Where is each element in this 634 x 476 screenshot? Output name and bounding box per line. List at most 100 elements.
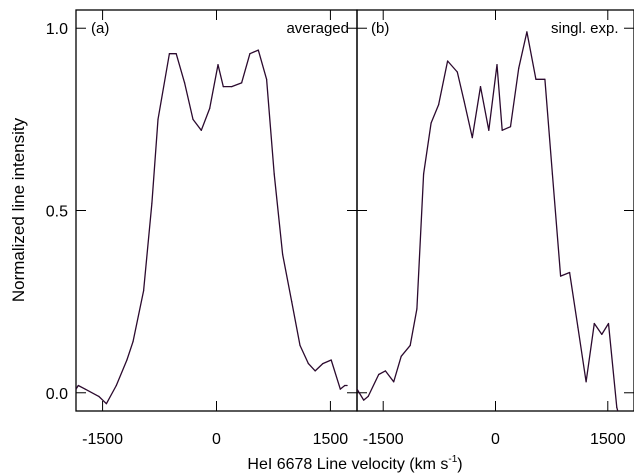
data-point-b-15	[471, 137, 473, 139]
data-point-a-7	[132, 341, 134, 343]
data-point-b-12	[447, 60, 449, 62]
data-point-a-16	[209, 107, 211, 109]
data-point-a-15	[200, 129, 202, 131]
data-point-a-14	[192, 118, 194, 120]
data-point-b-24	[544, 78, 546, 80]
y-axis-title: Normalized line intensity	[9, 117, 28, 302]
panel-single-exposure: (b) singl. exp. -1500 0 1500	[356, 9, 634, 448]
data-point-b-29	[585, 381, 587, 383]
data-point-a-9	[151, 202, 153, 204]
data-point-a-10	[157, 118, 159, 120]
y-tick-label-0: 0.0	[46, 386, 68, 403]
data-point-a-13	[184, 82, 186, 84]
data-point-b-0	[357, 388, 358, 390]
data-point-b-8	[416, 308, 418, 310]
data-point-b-32	[607, 322, 610, 325]
data-point-b-3	[378, 373, 380, 376]
data-point-b-25	[551, 173, 554, 175]
data-point-a-5	[115, 384, 117, 387]
data-point-b-9	[423, 173, 425, 175]
series-line-a	[76, 49, 348, 405]
data-point-b-13	[456, 71, 458, 73]
x-axis-title-main: HeI 6678 Line velocity (km s	[247, 456, 448, 473]
data-point-a-18	[222, 86, 224, 88]
x-tick-label-b-1: 0	[491, 431, 500, 448]
data-point-b-27	[569, 271, 571, 274]
panel-a-tag: (a)	[91, 20, 109, 37]
data-point-a-34	[346, 384, 348, 387]
data-point-b-6	[400, 355, 402, 357]
data-point-a-19	[231, 86, 233, 88]
data-point-a-6	[126, 359, 128, 361]
data-point-b-4	[384, 370, 386, 372]
data-point-a-23	[266, 78, 268, 80]
x-tick-label-a-1: 0	[212, 431, 221, 448]
panel-b-tick-labels: -1500 0 1500	[363, 431, 626, 448]
data-point-b-20	[509, 126, 512, 128]
data-point-a-11	[168, 53, 170, 55]
data-point-a-31	[330, 359, 332, 361]
data-point-a-30	[322, 363, 324, 365]
panel-b-tag: (b)	[371, 20, 389, 37]
data-point-b-30	[593, 322, 595, 325]
x-tick-label-a-2: 1500	[313, 431, 349, 448]
data-point-a-2	[84, 388, 86, 390]
data-point-b-2	[367, 395, 369, 397]
data-point-a-26	[291, 301, 293, 303]
data-point-a-12	[175, 53, 177, 55]
data-point-a-21	[249, 53, 251, 55]
data-point-a-32	[339, 388, 341, 390]
panel-b-ticks	[357, 10, 634, 411]
data-point-b-19	[501, 129, 503, 131]
data-point-b-35	[624, 429, 625, 430]
data-point-b-21	[518, 67, 520, 69]
data-point-a-4	[105, 403, 107, 405]
data-point-a-27	[299, 344, 301, 346]
data-point-b-5	[393, 381, 395, 383]
data-point-a-8	[143, 290, 145, 292]
series-line-b	[357, 31, 619, 411]
data-point-b-22	[526, 31, 528, 33]
panel-a-tick-labels: 0.0 0.5 1.0 -1500 0 1500	[46, 21, 349, 448]
x-tick-label-b-0: -1500	[363, 431, 404, 448]
y-tick-label-1: 0.5	[46, 204, 68, 221]
x-tick-label-b-2: 1500	[590, 431, 626, 448]
data-point-b-28	[577, 326, 579, 328]
panel-b-series	[357, 31, 625, 430]
panel-a-series	[76, 49, 348, 405]
data-point-b-7	[409, 344, 411, 346]
data-point-a-22	[257, 49, 259, 51]
data-point-b-1	[363, 399, 365, 401]
data-point-a-33	[344, 384, 346, 387]
data-point-a-29	[314, 370, 316, 372]
data-point-a-28	[307, 363, 309, 365]
data-point-a-3	[98, 395, 100, 397]
y-tick-label-2: 1.0	[46, 21, 68, 38]
data-point-b-18	[496, 64, 498, 66]
data-point-b-14	[463, 100, 465, 102]
data-point-a-0	[76, 388, 77, 390]
data-point-b-16	[479, 86, 482, 88]
data-point-a-25	[282, 253, 284, 255]
data-point-a-20	[241, 82, 243, 84]
data-point-b-26	[560, 275, 562, 277]
data-point-a-1	[77, 384, 79, 387]
panel-a-ticks	[76, 10, 357, 411]
x-axis-title: HeI 6678 Line velocity (km s-1)	[247, 454, 462, 473]
data-point-b-33	[616, 406, 618, 408]
x-axis-title-close: )	[457, 456, 462, 473]
data-point-b-11	[438, 104, 440, 106]
panel-averaged: (a) averaged 0.0 0.5 1.0 -1500 0 1500	[46, 9, 358, 448]
data-point-b-34	[622, 429, 623, 430]
x-axis-title-sup: -1	[448, 454, 457, 465]
data-point-b-23	[535, 78, 537, 80]
x-tick-label-a-0: -1500	[82, 431, 123, 448]
data-point-a-24	[273, 173, 275, 175]
data-point-a-17	[217, 64, 219, 66]
data-point-b-10	[430, 122, 432, 124]
panel-b-label: singl. exp.	[551, 20, 619, 37]
panel-a-label: averaged	[286, 20, 349, 37]
panel-b-frame	[356, 9, 634, 412]
data-point-b-17	[488, 129, 490, 131]
